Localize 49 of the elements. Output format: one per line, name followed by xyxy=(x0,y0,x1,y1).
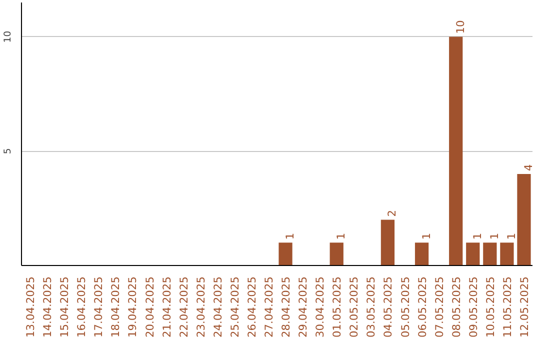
x-tick-label: 26.04.2025 xyxy=(245,276,258,338)
x-tick-label: 19.04.2025 xyxy=(126,276,140,338)
bar xyxy=(483,242,497,266)
y-tick-label: 5 xyxy=(2,148,14,154)
bar xyxy=(330,242,344,266)
x-tick-label: 21.04.2025 xyxy=(160,276,174,338)
bar xyxy=(517,174,531,266)
bar xyxy=(414,242,429,266)
data-label: 1 xyxy=(420,232,433,240)
data-label: 1 xyxy=(488,232,501,240)
bar xyxy=(278,242,292,266)
x-tick-label: 16.04.2025 xyxy=(75,276,88,338)
data-label: 1 xyxy=(284,232,297,240)
x-tick-label: 05.05.2025 xyxy=(398,276,412,338)
x-tick-label: 27.04.2025 xyxy=(262,276,276,338)
data-label: 2 xyxy=(386,210,399,217)
x-tick-label: 04.05.2025 xyxy=(382,276,395,338)
data-label: 1 xyxy=(504,232,518,240)
x-tick-label: 02.05.2025 xyxy=(348,276,361,338)
x-tick-label: 09.05.2025 xyxy=(466,276,480,338)
x-tick-label: 28.04.2025 xyxy=(280,276,293,338)
x-tick-label: 14.04.2025 xyxy=(41,276,54,338)
x-tick-label: 22.04.2025 xyxy=(177,276,190,338)
data-label: 10 xyxy=(454,20,467,34)
x-tick-label: 10.05.2025 xyxy=(484,276,497,338)
x-tick-label: 13.04.2025 xyxy=(24,276,38,338)
data-label: 1 xyxy=(470,232,484,240)
x-tick-label: 03.05.2025 xyxy=(364,276,378,338)
x-tick-label: 15.04.2025 xyxy=(58,276,72,338)
x-tick-label: 08.05.2025 xyxy=(450,276,463,338)
x-tick-label: 17.04.2025 xyxy=(92,276,106,338)
x-tick-label: 01.05.2025 xyxy=(330,276,344,338)
bar xyxy=(466,242,480,266)
x-tick-label: 18.04.2025 xyxy=(109,276,122,338)
x-tick-label: 11.05.2025 xyxy=(500,276,514,338)
x-tick-label: 07.05.2025 xyxy=(432,276,446,338)
x-tick-label: 25.04.2025 xyxy=(228,276,242,338)
x-tick-label: 06.05.2025 xyxy=(416,276,429,338)
bar xyxy=(380,220,395,266)
bar xyxy=(449,36,463,266)
x-tick-label: 29.04.2025 xyxy=(296,276,310,338)
x-tick-label: 12.05.2025 xyxy=(518,276,531,338)
x-tick-label: 23.04.2025 xyxy=(194,276,208,338)
data-label: 1 xyxy=(334,232,348,240)
data-label: 4 xyxy=(522,164,535,172)
x-tick-label: 24.04.2025 xyxy=(211,276,224,338)
bar xyxy=(500,242,514,266)
x-tick-label: 30.04.2025 xyxy=(314,276,327,338)
x-tick-label: 20.04.2025 xyxy=(143,276,156,338)
